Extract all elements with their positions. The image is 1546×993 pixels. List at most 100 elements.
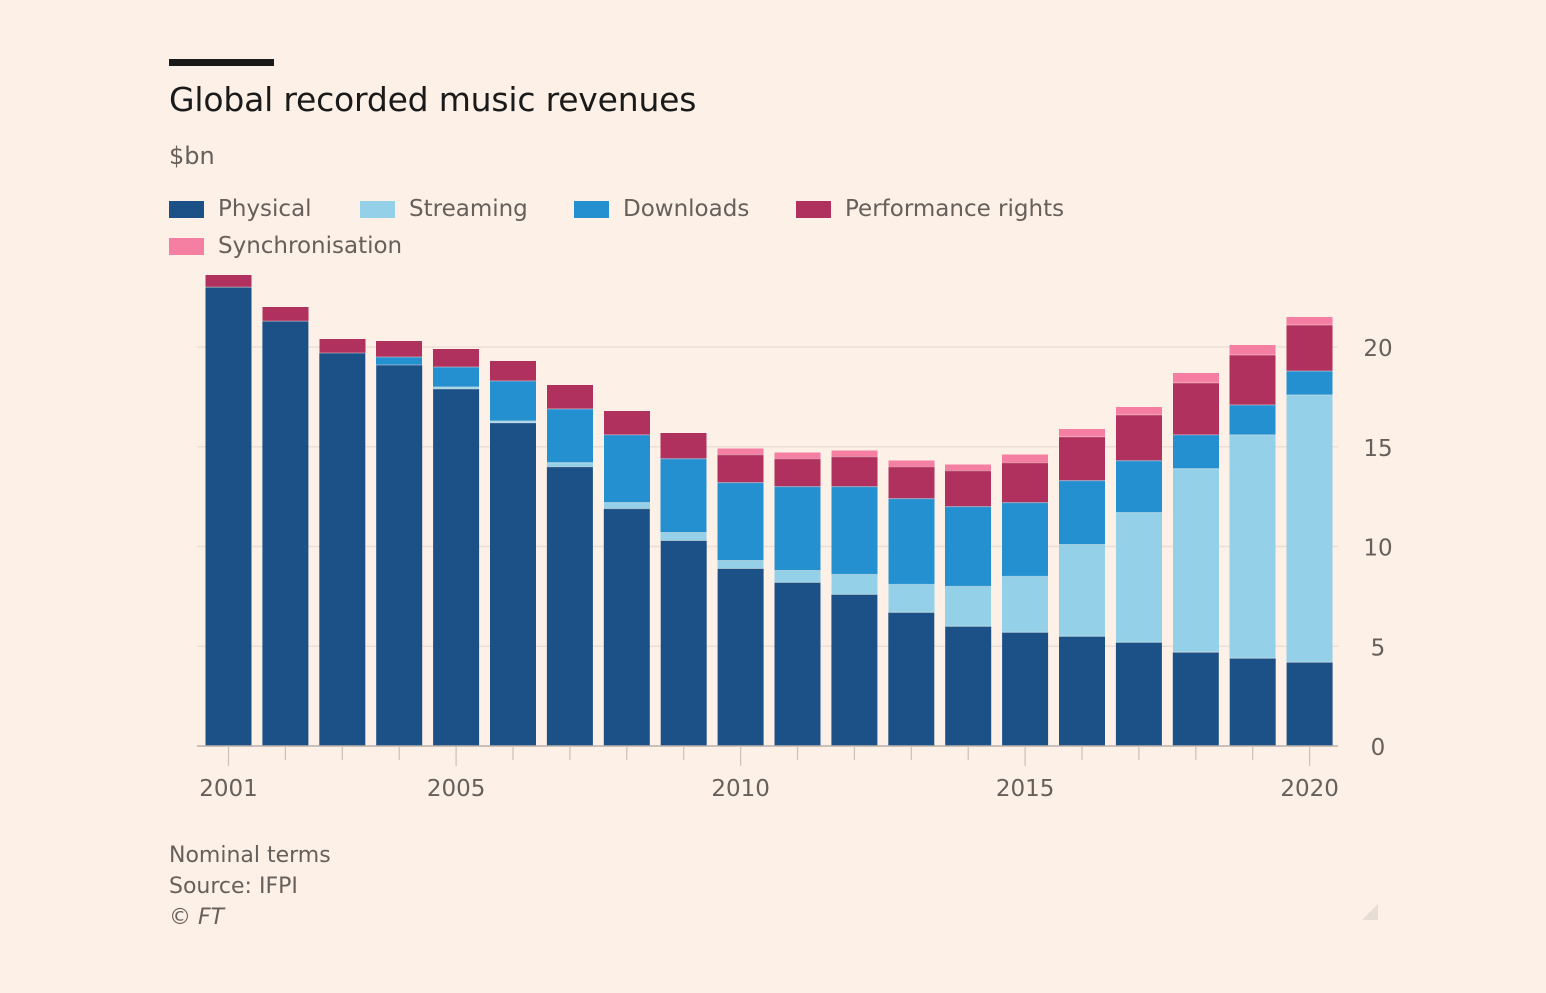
bar-segment-streaming [603,502,650,509]
bar-segment-physical [1229,658,1276,746]
legend-item-physical: Physical [169,196,312,222]
bar-segment-synchronisation [1172,372,1219,383]
bar-segment-physical [603,508,650,746]
bar-segment-physical [774,582,821,746]
bar-segment-downloads [1059,480,1105,545]
bar-segment-streaming [490,420,536,423]
bar-segment-physical [831,594,878,746]
bar-segment-synchronisation [1229,345,1276,355]
bar-segment-streaming [660,532,707,541]
bar-segment-physical [376,364,423,746]
bar-segment-physical [660,540,707,746]
bar-segment-performance-rights [1002,462,1049,503]
bar-segment-performance-rights [603,410,650,435]
bar-segment-downloads [546,408,593,463]
bar-segment-performance-rights [490,360,536,381]
bar-segment-performance-rights [433,348,480,367]
bar-segment-downloads [1172,434,1219,469]
legend-item-performance-rights: Performance rights [796,196,1064,222]
bar-segment-downloads [888,498,935,585]
legend-item-synchronisation: Synchronisation [169,233,402,259]
y-tick-label: 0 [1371,735,1386,761]
bar-segment-performance-rights [717,454,764,483]
x-tick-label: 2010 [711,776,770,802]
bar-segment-physical [1115,642,1162,746]
x-tick-label: 2001 [199,776,258,802]
legend-label: Synchronisation [218,233,403,259]
y-tick-label: 20 [1363,336,1392,362]
bar-segment-synchronisation [831,450,878,457]
y-tick-label: 5 [1371,635,1386,661]
y-tick-label: 10 [1363,536,1392,562]
chart-subtitle: $bn [169,142,215,170]
chart-footer: Nominal terms Source: IFPI © FT [169,840,331,933]
bar-segment-performance-rights [1059,436,1105,481]
bar-segment-downloads [1229,404,1276,435]
bar-segment-downloads [1286,370,1333,395]
bar-segment-synchronisation [945,464,992,471]
resize-corner-icon [1362,904,1378,920]
x-tick-label: 2015 [996,776,1055,802]
legend-label: Downloads [623,196,750,222]
bar-segment-performance-rights [660,432,707,459]
bar-segment-performance-rights [1229,354,1276,405]
bar-segment-performance-rights [205,275,252,288]
bar-segment-physical [319,352,366,746]
bar-segment-physical [1286,662,1333,746]
bar-segment-streaming [1229,434,1276,659]
legend-swatch-downloads [574,200,609,218]
bar-segment-synchronisation [888,460,935,467]
bar-segment-performance-rights [1172,382,1219,435]
bar-segment-downloads [433,366,480,387]
bar-segment-physical [490,422,536,746]
bar-segment-downloads [717,482,764,561]
bar-segment-streaming [1115,512,1162,643]
bar-segment-performance-rights [546,384,593,409]
bar-segment-physical [546,466,593,746]
legend-swatch-physical [169,200,204,218]
bar-segment-synchronisation [1115,406,1162,415]
bar-segment-downloads [603,434,650,503]
bar-segment-synchronisation [1286,317,1333,326]
bar-segment-synchronisation [1059,428,1105,437]
bar-segment-streaming [1172,468,1219,653]
x-tick-label: 2005 [427,776,486,802]
bar-segment-streaming [546,462,593,467]
footer-note: Nominal terms [169,843,331,868]
bar-segment-physical [205,287,252,746]
legend-label: Performance rights [845,196,1065,222]
x-tick-label: 2020 [1280,776,1339,802]
bar-segment-physical [1172,652,1219,746]
bar-segment-downloads [774,486,821,571]
legend-label: Physical [218,196,312,222]
bar-segment-performance-rights [945,470,992,507]
bar-segment-physical [945,626,992,746]
bar-segment-performance-rights [376,341,423,357]
legend-swatch-streaming [360,200,395,218]
bar-segment-physical [717,568,764,746]
bar-segment-downloads [831,486,878,575]
bar-segment-downloads [945,506,992,587]
bar-segment-performance-rights [1115,414,1162,461]
bar-segment-physical [433,388,480,746]
bar-segment-streaming [1286,394,1333,663]
bar-segment-downloads [490,380,536,421]
bar-segment-streaming [831,574,878,595]
bar-segment-streaming [1002,576,1049,633]
bar-segment-performance-rights [319,339,366,353]
bar-segment-performance-rights [774,458,821,487]
bar-segment-synchronisation [717,448,764,455]
bar-segment-physical [262,321,309,746]
bar-segment-performance-rights [262,307,309,322]
bar-segment-streaming [433,386,480,389]
bar-segment-downloads [376,356,423,365]
bar-segment-performance-rights [888,466,935,499]
legend-swatch-synchronisation [169,237,204,255]
bar-segment-streaming [1059,544,1105,637]
legend-swatch-performance-rights [796,200,831,218]
legend-item-streaming: Streaming [360,196,528,222]
legend-item-downloads: Downloads [574,196,749,222]
title-accent-bar [169,59,274,66]
bar-segment-physical [1059,636,1105,746]
bar-segment-synchronisation [774,452,821,459]
